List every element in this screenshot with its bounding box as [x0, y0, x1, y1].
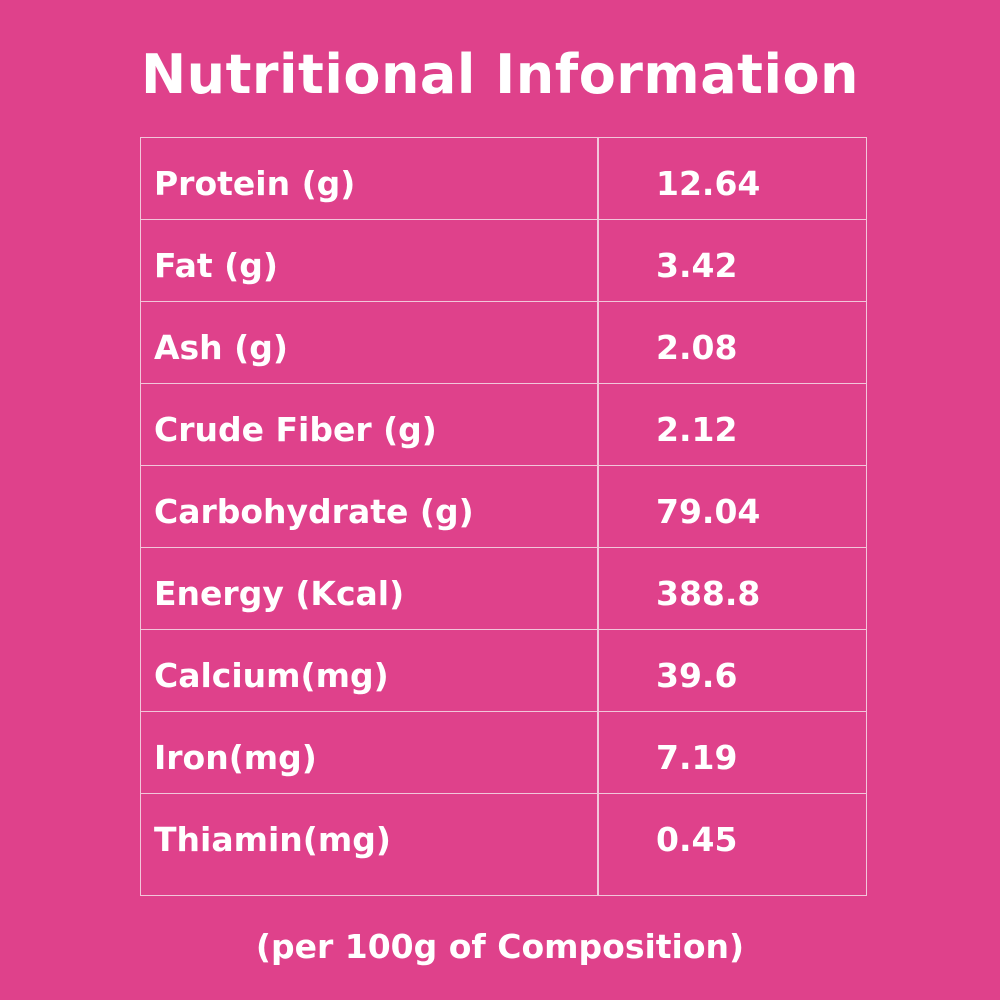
- table-row: Thiamin(mg) 0.45: [141, 794, 866, 876]
- nutrient-label: Calcium(mg): [154, 656, 389, 695]
- nutrient-value: 79.04: [656, 492, 761, 531]
- table-row: Carbohydrate (g) 79.04: [141, 466, 866, 548]
- nutrient-label: Thiamin(mg): [154, 820, 391, 859]
- nutrient-value: 0.45: [656, 820, 738, 859]
- table-row: Calcium(mg) 39.6: [141, 630, 866, 712]
- nutrient-label: Fat (g): [154, 246, 278, 285]
- nutrient-value: 2.12: [656, 410, 738, 449]
- column-divider: [597, 138, 599, 895]
- nutrient-value: 388.8: [656, 574, 761, 613]
- page-title: Nutritional Information: [140, 43, 860, 106]
- nutrition-table: Protein (g) 12.64 Fat (g) 3.42 Ash (g) 2…: [140, 137, 867, 896]
- nutrient-value: 2.08: [656, 328, 738, 367]
- table-row: Iron(mg) 7.19: [141, 712, 866, 794]
- nutrient-label: Protein (g): [154, 164, 356, 203]
- nutrient-value: 7.19: [656, 738, 738, 777]
- nutrient-value: 39.6: [656, 656, 738, 695]
- table-row: Ash (g) 2.08: [141, 302, 866, 384]
- nutrient-label: Carbohydrate (g): [154, 492, 474, 531]
- nutrient-label: Ash (g): [154, 328, 288, 367]
- nutrient-label: Crude Fiber (g): [154, 410, 437, 449]
- table-row: Crude Fiber (g) 2.12: [141, 384, 866, 466]
- nutrient-value: 3.42: [656, 246, 738, 285]
- table-row: Energy (Kcal) 388.8: [141, 548, 866, 630]
- nutrient-label: Iron(mg): [154, 738, 317, 777]
- composition-footnote: (per 100g of Composition): [255, 927, 745, 966]
- table-row: Protein (g) 12.64: [141, 138, 866, 220]
- nutrient-label: Energy (Kcal): [154, 574, 405, 613]
- nutrient-value: 12.64: [656, 164, 761, 203]
- table-row: Fat (g) 3.42: [141, 220, 866, 302]
